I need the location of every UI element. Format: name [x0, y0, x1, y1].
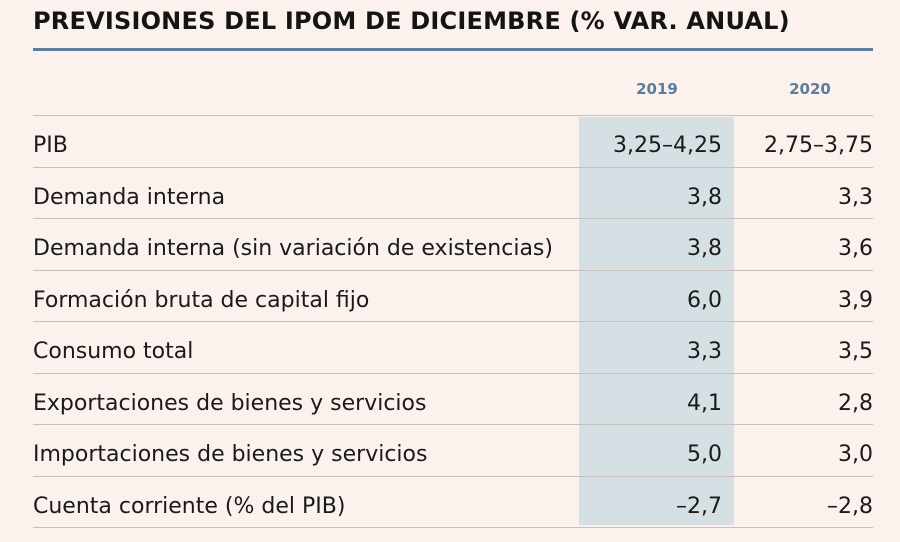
row-rule: [33, 476, 873, 477]
cell-2019: 3,8: [687, 185, 722, 210]
row-label: Demanda interna: [33, 185, 226, 210]
row-label: Importaciones de bienes y servicios: [33, 442, 428, 467]
row-label: Cuenta corriente (% del PIB): [33, 494, 346, 519]
row-rule: [33, 527, 873, 528]
cell-2020: 3,0: [838, 442, 873, 467]
cell-2019: 3,8: [687, 236, 722, 261]
cell-2019: 5,0: [687, 442, 722, 467]
row-rule: [33, 424, 873, 425]
row-rule: [33, 321, 873, 322]
table-title: PREVISIONES DEL IPOM DE DICIEMBRE (% VAR…: [33, 7, 790, 35]
cell-2019: 3,25–4,25: [613, 133, 722, 158]
cell-2020: 3,5: [838, 339, 873, 364]
row-label: Formación bruta de capital fijo: [33, 288, 370, 313]
row-rule: [33, 115, 873, 116]
row-label: Consumo total: [33, 339, 194, 364]
row-rule: [33, 167, 873, 168]
column-header-2019: 2019: [636, 80, 678, 98]
cell-2020: 3,9: [838, 288, 873, 313]
row-rule: [33, 373, 873, 374]
row-rule: [33, 270, 873, 271]
cell-2019: 4,1: [687, 391, 722, 416]
cell-2020: 2,8: [838, 391, 873, 416]
cell-2020: –2,8: [827, 494, 873, 519]
cell-2020: 2,75–3,75: [764, 133, 873, 158]
cell-2020: 3,3: [838, 185, 873, 210]
column-header-2020: 2020: [789, 80, 831, 98]
cell-2019: –2,7: [676, 494, 722, 519]
cell-2020: 3,6: [838, 236, 873, 261]
row-label: Exportaciones de bienes y servicios: [33, 391, 427, 416]
cell-2019: 3,3: [687, 339, 722, 364]
row-label: PIB: [33, 133, 68, 158]
row-label: Demanda interna (sin variación de existe…: [33, 236, 553, 261]
row-rule: [33, 218, 873, 219]
cell-2019: 6,0: [687, 288, 722, 313]
title-rule: [33, 48, 873, 51]
